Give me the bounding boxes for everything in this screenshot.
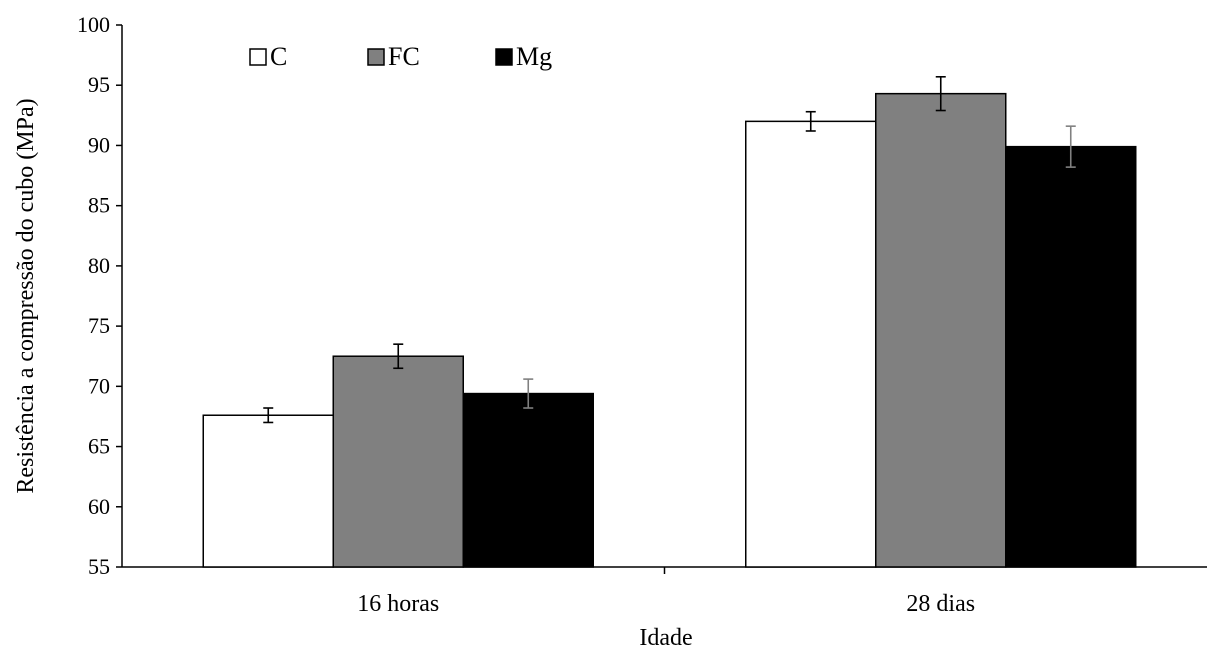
bar-c-1 [202, 414, 334, 568]
y-tick-label: 60 [88, 494, 110, 519]
y-tick-label: 80 [88, 253, 110, 278]
bar-mg-2 [1005, 145, 1137, 568]
y-tick-label: 65 [88, 434, 110, 459]
x-category-label: 28 dias [906, 591, 975, 617]
y-tick-label: 70 [88, 373, 110, 398]
bar-fc-1 [332, 355, 464, 568]
legend-label-mg: Mg [516, 42, 552, 71]
y-tick-label: 75 [88, 313, 110, 338]
error-bars-group [263, 75, 1076, 424]
bar-mg-1 [462, 392, 594, 568]
legend: C FC Mg [249, 42, 552, 71]
legend-swatch-mg [495, 48, 513, 66]
legend-swatch-fc [367, 48, 385, 66]
legend-label-c: C [270, 42, 287, 71]
legend-label-fc: FC [388, 42, 420, 71]
y-tick-label: 100 [77, 12, 110, 37]
bar-fc-2 [875, 92, 1007, 568]
y-tick-label: 95 [88, 72, 110, 97]
legend-swatch-c [249, 48, 267, 66]
x-category-label: 16 horas [357, 591, 439, 617]
x-axis-title: Idade [639, 625, 692, 650]
bars-group [202, 92, 1137, 568]
y-axis-title: Resistência a compressão do cubo (MPa) [13, 98, 39, 493]
y-tick-label: 90 [88, 132, 110, 157]
tick-labels-group: 55 60 65 70 75 80 85 90 95 100 16 horas 28 dias [77, 12, 975, 617]
bar-c-2 [745, 120, 877, 568]
y-tick-label: 85 [88, 193, 110, 218]
y-tick-label: 55 [88, 554, 110, 579]
